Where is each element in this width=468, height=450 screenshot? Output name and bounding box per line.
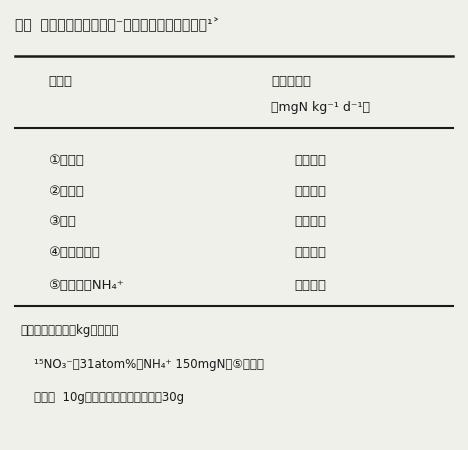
Text: ３．７４: ３．７４ xyxy=(294,279,327,292)
Text: ②麦わら: ②麦わら xyxy=(48,185,84,198)
Text: 有機物: 有機物 xyxy=(48,75,72,88)
Text: ①無添加: ①無添加 xyxy=(48,154,84,167)
Text: 表１  有機物添加がＮＯ３⁻の有機化に及ぼす影響¹˃: 表１ 有機物添加がＮＯ３⁻の有機化に及ぼす影響¹˃ xyxy=(15,17,220,32)
Text: ¹⁵NO₃⁻（31atom%）NH₄⁺ 150mgN（⑤のみ）: ¹⁵NO₃⁻（31atom%）NH₄⁺ 150mgN（⑤のみ） xyxy=(34,358,264,371)
Text: 有機化速度: 有機化速度 xyxy=(271,75,311,88)
Text: ③堆肥: ③堆肥 xyxy=(48,215,76,228)
Text: ０．０２: ０．０２ xyxy=(294,215,327,228)
Text: ０．０２: ０．０２ xyxy=(294,154,327,167)
Text: 麦わら  10g、　堆肥、バーク堆肥　30g: 麦わら 10g、 堆肥、バーク堆肥 30g xyxy=(34,392,184,405)
Text: ④バーク堆肥: ④バーク堆肥 xyxy=(48,246,100,259)
Text: １）添加量（乾土kg当たり）: １）添加量（乾土kg当たり） xyxy=(20,324,118,338)
Text: ５．４７: ５．４７ xyxy=(294,185,327,198)
Text: ⑤麦ワラ＋NH₄⁺: ⑤麦ワラ＋NH₄⁺ xyxy=(48,279,124,292)
Text: ０．５６: ０．５６ xyxy=(294,246,327,259)
Text: （mgN kg⁻¹ d⁻¹）: （mgN kg⁻¹ d⁻¹） xyxy=(271,101,370,114)
